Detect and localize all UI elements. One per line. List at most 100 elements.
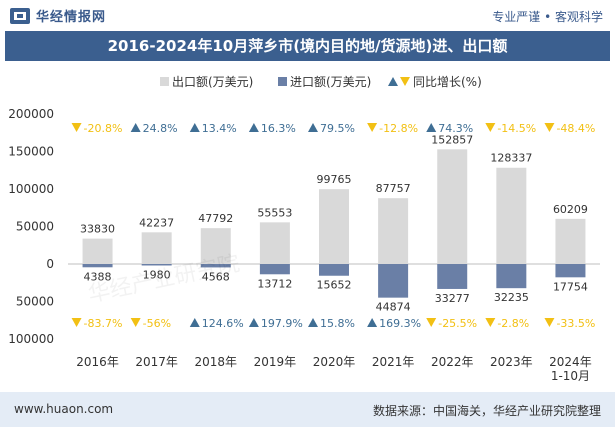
growth-value: 24.8%: [143, 122, 178, 135]
growth-up-triangle-icon: [426, 123, 437, 132]
growth-down-triangle-icon: [485, 123, 496, 132]
growth-down-triangle-icon: [71, 123, 82, 132]
y-tick-label: 50000: [16, 220, 54, 234]
export-bar: [437, 149, 468, 264]
legend-down-triangle-icon: [400, 77, 410, 86]
export-value-label: 60209: [553, 203, 588, 216]
slogan: 专业严谨 • 客观科学: [492, 10, 603, 24]
export-growth: 16.3%: [248, 122, 296, 135]
export-value-label: 128337: [490, 152, 532, 165]
growth-value: 13.4%: [202, 122, 237, 135]
y-tick-label: 150000: [8, 145, 54, 159]
growth-value: -33.5%: [556, 317, 595, 330]
export-growth: 13.4%: [189, 122, 237, 135]
export-bar: [82, 238, 113, 264]
growth-value: -25.5%: [438, 317, 477, 330]
growth-value: 16.3%: [261, 122, 296, 135]
growth-up-triangle-icon: [130, 123, 141, 132]
growth-up-triangle-icon: [189, 318, 200, 327]
brand-name: 华经情报网: [36, 10, 107, 25]
growth-down-triangle-icon: [71, 318, 82, 327]
y-tick-label: 50000: [16, 295, 54, 309]
import-bar: [437, 264, 468, 289]
legend-label-3: 同比增长(%): [413, 75, 482, 89]
export-growth: 24.8%: [130, 122, 178, 135]
growth-up-triangle-icon: [248, 318, 259, 327]
import-value-label: 44874: [376, 301, 411, 314]
export-bar: [555, 218, 586, 264]
growth-down-triangle-icon: [544, 318, 555, 327]
import-bar: [319, 264, 349, 276]
footer: www.huaon.com 数据来源：中国海关，华经产业研究院整理: [0, 392, 615, 427]
x-tick-label: 2020年: [313, 355, 356, 369]
y-tick-label: 100000: [8, 182, 54, 196]
growth-value: -20.8%: [84, 122, 123, 135]
export-growth: -48.4%: [544, 122, 595, 135]
import-bar: [496, 264, 527, 289]
legend-up-triangle-icon: [388, 77, 398, 86]
import-bar: [141, 264, 172, 266]
growth-up-triangle-icon: [189, 123, 200, 132]
import-value-label: 32235: [494, 291, 529, 304]
import-growth: 124.6%: [189, 317, 244, 330]
export-growth: -20.8%: [71, 122, 123, 135]
export-growth: 74.3%: [426, 122, 473, 135]
x-tick-label: 2016年: [76, 355, 119, 369]
import-value-label: 4568: [202, 270, 230, 283]
import-growth: -83.7%: [71, 317, 123, 330]
import-bar: [378, 264, 409, 298]
export-value-label: 47792: [198, 212, 233, 225]
growth-down-triangle-icon: [367, 123, 378, 132]
growth-down-triangle-icon: [426, 318, 437, 327]
import-value-label: 13712: [257, 277, 292, 290]
export-value-label: 33830: [80, 223, 115, 236]
growth-value: -83.7%: [84, 317, 123, 330]
import-bar: [200, 264, 231, 268]
y-tick-label: 0: [46, 257, 54, 271]
brand: 华经情报网: [10, 6, 106, 25]
export-growth: 79.5%: [308, 122, 355, 135]
bars: [82, 149, 586, 298]
import-bar: [259, 264, 290, 275]
growth-value: 124.6%: [202, 317, 244, 330]
growth-value: 197.9%: [261, 317, 303, 330]
growth-up-triangle-icon: [248, 123, 259, 132]
import-value-label: 15652: [317, 279, 352, 292]
import-growth: -56%: [130, 317, 171, 330]
growth-value: -48.4%: [556, 122, 595, 135]
import-value-label: 4388: [84, 270, 112, 283]
data-labels: 33830 4388 42237 1980 47792 4568 55553 13712 997…: [80, 133, 588, 313]
top-bar: 华经情报网 专业严谨 • 客观科学: [0, 0, 615, 30]
footer-source: 数据来源：中国海关，华经产业研究院整理: [372, 404, 601, 418]
growth-value: -2.8%: [497, 317, 529, 330]
growth-down-triangle-icon: [544, 123, 555, 132]
import-growth: -33.5%: [544, 317, 595, 330]
x-tick-label: 1-10月: [551, 369, 590, 383]
growth-up-triangle-icon: [367, 318, 378, 327]
legend: 出口额(万美元) 进口额(万美元) 同比增长(%): [160, 75, 482, 89]
legend-label-2: 进口额(万美元): [290, 75, 371, 89]
chart-title: 2016-2024年10月萍乡市(境内目的地/货源地)进、出口额: [5, 31, 610, 61]
growth-value: 79.5%: [320, 122, 355, 135]
legend-swatch-2: [278, 77, 287, 86]
x-axis: 2016年 2017年 2018年 2019年 2020年 2021年 2022年 2023年…: [76, 355, 591, 383]
import-growth: -25.5%: [426, 317, 477, 330]
legend-swatch-1: [160, 77, 169, 86]
x-tick-label: 2017年: [135, 355, 178, 369]
growth-down-triangle-icon: [485, 318, 496, 327]
export-bar: [200, 228, 231, 264]
growth-up-triangle-icon: [308, 318, 318, 327]
import-growth: 169.3%: [367, 317, 421, 330]
import-bar: [82, 264, 113, 268]
export-value-label: 87757: [376, 182, 411, 195]
export-growth: -14.5%: [485, 122, 536, 135]
import-value-label: 33277: [435, 292, 470, 305]
import-value-label: 17754: [553, 280, 588, 293]
import-growth: 197.9%: [248, 317, 303, 330]
growth-value: -14.5%: [497, 122, 536, 135]
export-value-label: 152857: [431, 133, 473, 146]
footer-url: www.huaon.com: [14, 402, 114, 416]
export-bar: [496, 167, 527, 264]
brand-logo-icon: [10, 7, 30, 24]
export-value-label: 55553: [257, 206, 292, 219]
